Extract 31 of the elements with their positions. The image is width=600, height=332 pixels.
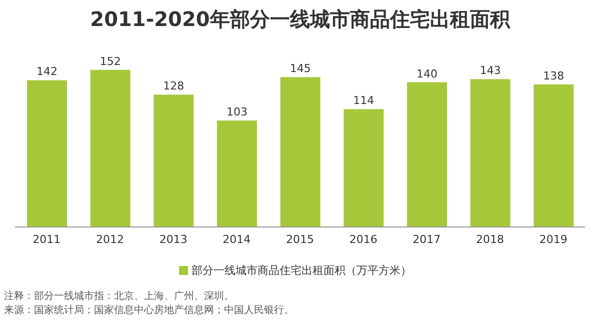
x-tick-label: 2018 bbox=[476, 232, 504, 246]
x-tick-label: 2012 bbox=[96, 232, 124, 246]
data-label: 114 bbox=[353, 94, 374, 108]
text: 注释：部分一线城市指：北京、上海、广州、深圳。 bbox=[4, 290, 235, 304]
bar bbox=[27, 80, 67, 227]
bar bbox=[217, 120, 257, 227]
x-tick-label: 2013 bbox=[159, 232, 188, 246]
x-tick-label: 2019 bbox=[539, 232, 568, 246]
bar bbox=[407, 82, 447, 227]
x-tick-label: 2011 bbox=[32, 232, 61, 246]
data-label: 143 bbox=[480, 64, 501, 78]
data-label: 138 bbox=[543, 69, 564, 82]
chart-title: 2011-2020年部分一线城市商品住宅出租面积 bbox=[89, 6, 512, 33]
bar bbox=[90, 70, 130, 227]
x-tick-label: 2017 bbox=[412, 232, 441, 246]
data-label: 145 bbox=[290, 62, 311, 76]
x-tick-label: 2014 bbox=[222, 232, 251, 246]
bar bbox=[344, 109, 384, 227]
bar bbox=[470, 79, 510, 227]
data-label: 128 bbox=[163, 80, 184, 93]
bar bbox=[534, 84, 574, 227]
x-tick-label: 2016 bbox=[349, 232, 378, 246]
source-note: 来源：国家统计局；国家信息中心房地产信息网；中国人民银行。 bbox=[4, 304, 294, 318]
data-label: 142 bbox=[36, 65, 58, 78]
bar bbox=[154, 94, 194, 227]
data-label: 152 bbox=[100, 54, 121, 68]
data-label: 140 bbox=[416, 67, 438, 80]
data-label: 103 bbox=[226, 106, 248, 119]
x-tick-label: 2015 bbox=[286, 232, 314, 246]
legend-label: 部分一线城市商品住宅出租面积（万平方米） bbox=[192, 264, 412, 277]
bar bbox=[280, 77, 320, 227]
